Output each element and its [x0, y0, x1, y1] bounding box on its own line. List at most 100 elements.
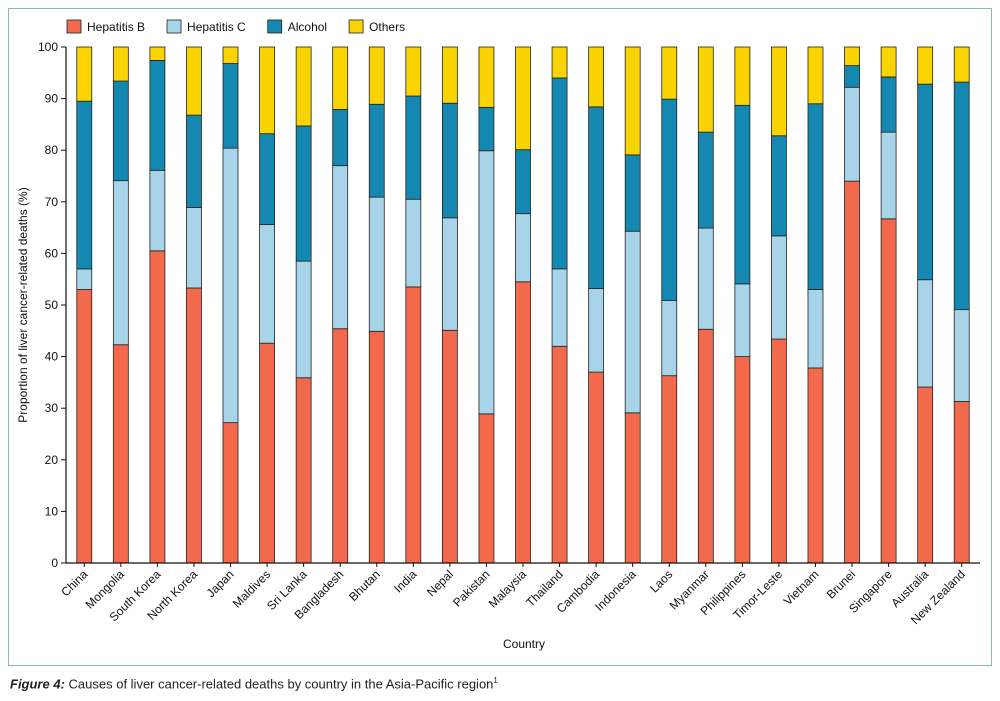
legend-label-hepatitis-b: Hepatitis B	[87, 20, 145, 34]
bar-laos-hepatitis-b	[661, 375, 678, 564]
bar-north-korea-alcohol	[186, 114, 202, 208]
figure-frame	[8, 8, 992, 666]
bar-myanmar-alcohol	[697, 131, 714, 229]
bar-philippines-hepatitis-c	[734, 283, 751, 357]
y-tick-label: 60	[45, 246, 59, 260]
bar-maldives-alcohol	[259, 133, 275, 225]
caption-reference: 1	[493, 676, 498, 685]
x-tick-label-nepal: Nepal	[424, 567, 456, 599]
bar-cambodia-others	[588, 46, 605, 108]
bar-myanmar-others	[697, 46, 714, 133]
y-axis-label: Proportion of liver cancer-related death…	[16, 187, 30, 422]
bar-brunei-others	[844, 46, 860, 66]
bar-south-korea-hepatitis-b	[149, 250, 166, 564]
bar-north-korea-hepatitis-c	[186, 207, 202, 289]
bar-sri-lanka-others	[295, 46, 312, 127]
bar-pakistan-others	[478, 46, 495, 108]
bar-australia-alcohol	[917, 83, 934, 281]
bar-maldives-hepatitis-c	[259, 224, 275, 344]
legend-swatch-hepatitis-b	[66, 19, 82, 34]
bar-brunei-hepatitis-c	[844, 86, 860, 182]
bar-singapore-hepatitis-c	[880, 131, 897, 220]
bar-mongolia-alcohol	[112, 80, 129, 182]
stacked-bar-chart: Hepatitis B Hepatitis C Alcohol Others 0 10 2…	[16, 19, 980, 651]
bar-philippines-hepatitis-b	[734, 356, 751, 564]
bar-india-others	[405, 46, 422, 97]
bar-bangladesh-hepatitis-b	[332, 328, 349, 564]
bar-mongolia-hepatitis-c	[112, 180, 129, 346]
bar-malaysia-hepatitis-c	[515, 213, 531, 283]
x-tick-label-pakistan: Pakistan	[450, 567, 492, 609]
y-tick-label: 70	[45, 195, 59, 209]
bar-japan-alcohol	[222, 63, 239, 149]
legend-swatch-others	[348, 19, 364, 34]
bar-australia-hepatitis-c	[917, 279, 934, 388]
legend-label-hepatitis-c: Hepatitis C	[187, 20, 246, 34]
bar-china-others	[76, 46, 93, 102]
bar-china-hepatitis-b	[76, 289, 93, 564]
y-tick-label: 0	[51, 556, 58, 570]
bar-singapore-others	[880, 46, 897, 78]
bar-vietnam-alcohol	[807, 103, 824, 290]
bar-brunei-hepatitis-b	[844, 180, 860, 564]
bar-pakistan-alcohol	[478, 106, 495, 152]
bar-thailand-hepatitis-b	[551, 345, 568, 564]
bar-indonesia-alcohol	[624, 154, 641, 232]
bar-new-zealand-hepatitis-c	[953, 309, 970, 402]
bar-timor-leste-others	[771, 46, 787, 137]
y-tick-label: 90	[45, 92, 59, 106]
bar-laos-hepatitis-c	[661, 299, 678, 377]
bar-new-zealand-others	[953, 46, 970, 83]
bar-maldives-others	[259, 46, 275, 135]
bar-indonesia-hepatitis-c	[624, 230, 641, 414]
figure-label: Figure 4:	[10, 676, 65, 692]
x-tick-label-india: India	[391, 567, 420, 596]
legend-swatch-hepatitis-c	[166, 19, 182, 34]
bar-timor-leste-hepatitis-b	[771, 338, 787, 564]
bar-nepal-others	[441, 46, 458, 104]
bar-timor-leste-alcohol	[771, 135, 787, 237]
bar-bhutan-hepatitis-b	[368, 330, 385, 564]
x-tick-label-brunei: Brunei	[824, 567, 858, 601]
x-tick-label-laos: Laos	[647, 567, 675, 595]
bar-nepal-hepatitis-c	[441, 217, 458, 331]
bar-south-korea-alcohol	[149, 60, 166, 171]
x-tick-label-japan: Japan	[204, 567, 237, 600]
bar-singapore-hepatitis-b	[880, 218, 897, 564]
bar-india-hepatitis-b	[405, 286, 422, 564]
bar-laos-alcohol	[661, 98, 678, 301]
bars	[76, 46, 970, 564]
bar-pakistan-hepatitis-c	[478, 150, 495, 415]
x-tick-label-malaysia: Malaysia	[486, 567, 530, 611]
bar-bangladesh-hepatitis-c	[332, 165, 349, 330]
bar-indonesia-hepatitis-b	[624, 412, 641, 564]
bar-mongolia-hepatitis-b	[112, 344, 129, 564]
x-axis-label: Country	[503, 637, 545, 651]
bar-japan-hepatitis-b	[222, 422, 239, 564]
bar-china-alcohol	[76, 100, 93, 270]
bar-mongolia-others	[112, 46, 129, 82]
bar-thailand-alcohol	[551, 77, 568, 270]
y-tick-label: 20	[45, 453, 59, 467]
bar-bangladesh-others	[332, 46, 349, 110]
bar-philippines-alcohol	[734, 104, 751, 285]
bar-new-zealand-alcohol	[953, 81, 970, 311]
bar-cambodia-hepatitis-b	[588, 371, 605, 564]
caption-text: Causes of liver cancer-related deaths by…	[64, 676, 494, 692]
bar-north-korea-others	[186, 46, 202, 116]
legend: Hepatitis B Hepatitis C Alcohol Others	[66, 19, 405, 34]
bar-cambodia-alcohol	[588, 106, 605, 289]
y-tick-label: 100	[38, 40, 58, 54]
bar-nepal-alcohol	[441, 102, 458, 219]
bar-myanmar-hepatitis-b	[697, 328, 714, 564]
legend-swatch-alcohol	[267, 19, 283, 34]
bar-australia-hepatitis-b	[917, 386, 934, 564]
bar-thailand-hepatitis-c	[551, 268, 568, 347]
bar-south-korea-others	[149, 46, 166, 61]
bar-timor-leste-hepatitis-c	[771, 235, 787, 340]
bar-bhutan-hepatitis-c	[368, 196, 385, 332]
bar-malaysia-others	[515, 46, 531, 151]
bar-singapore-alcohol	[880, 76, 897, 133]
y-tick-label: 50	[45, 298, 59, 312]
